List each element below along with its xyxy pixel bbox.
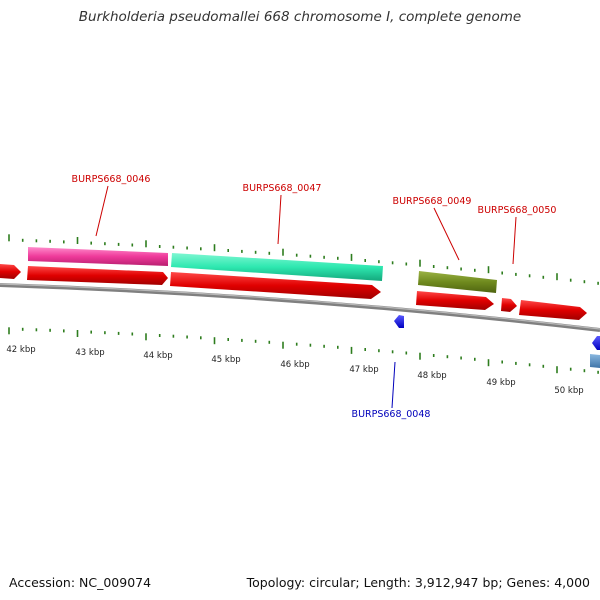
gene-label-0047[interactable]: BURPS668_0047	[243, 183, 322, 194]
cog-block-0047	[171, 253, 383, 281]
gene-arrow-0047	[170, 272, 381, 299]
scale-label: 47 kbp	[349, 365, 378, 375]
gene-label-0048[interactable]: BURPS668_0048	[352, 409, 431, 420]
callout-line-0049	[433, 207, 460, 261]
callout-line-0048	[391, 361, 396, 409]
cog-block-0046	[28, 247, 168, 266]
accession-text: Accession: NC_009074	[9, 575, 152, 590]
scale-label: 44 kbp	[143, 351, 172, 361]
scale-label: 42 kbp	[6, 345, 35, 355]
gene-label-0050[interactable]: BURPS668_0050	[478, 205, 557, 216]
gene-arrow-upstream	[0, 264, 21, 279]
gene-arrow-0050	[519, 300, 587, 320]
gene-label-0046[interactable]: BURPS668_0046	[72, 174, 151, 185]
callout-line-0050	[512, 216, 517, 265]
callout-line-0047	[277, 194, 282, 245]
genome-summary-text: Topology: circular; Length: 3,912,947 bp…	[246, 575, 590, 590]
gene-arrow-0048	[394, 315, 404, 328]
scale-label: 43 kbp	[75, 348, 104, 358]
lower-tick-track	[8, 327, 599, 374]
gene-arrow-downstream	[592, 336, 600, 350]
gene-arrow-0050a	[501, 298, 517, 312]
gene-arrow-0046	[27, 266, 168, 285]
scale-label: 48 kbp	[417, 371, 446, 381]
gene-label-0049[interactable]: BURPS668_0049	[393, 196, 472, 207]
cog-block-0049	[418, 271, 497, 293]
scale-label: 50 kbp	[554, 386, 583, 396]
callout-line-0046	[95, 185, 109, 237]
cog-block-downstream	[590, 354, 600, 368]
scale-label: 49 kbp	[486, 378, 515, 388]
chromosome-backbone	[0, 283, 600, 332]
scale-label: 46 kbp	[280, 360, 309, 370]
upper-tick-track	[8, 234, 599, 285]
gene-arrow-0049	[416, 291, 494, 310]
scale-label: 45 kbp	[211, 355, 240, 365]
genome-title: Burkholderia pseudomallei 668 chromosome…	[78, 9, 522, 25]
